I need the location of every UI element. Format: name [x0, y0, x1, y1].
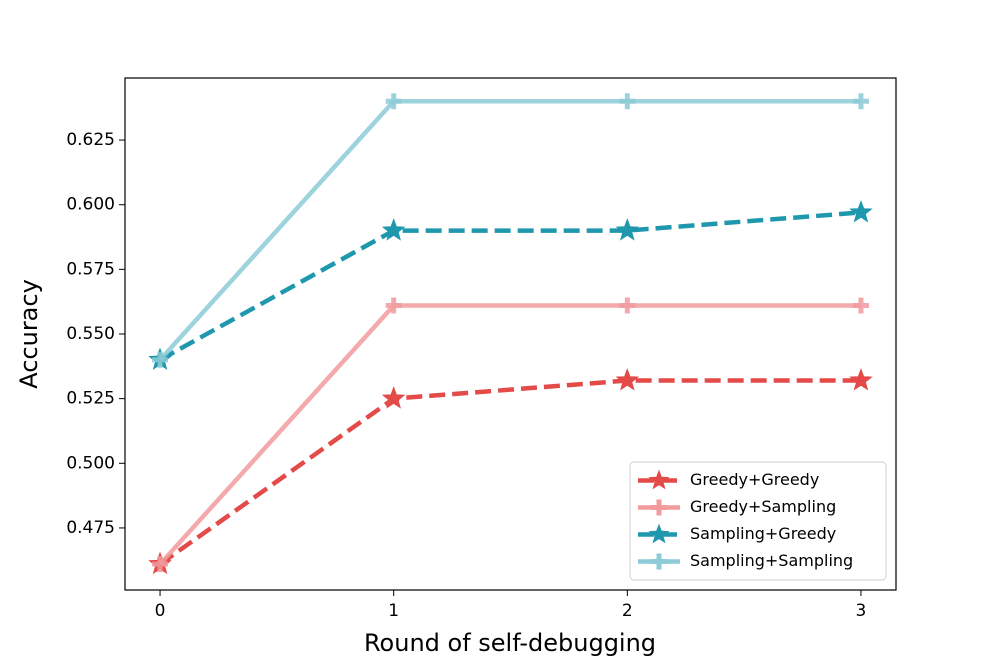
y-tick-label: 0.500: [66, 453, 115, 473]
star-marker: [849, 200, 873, 223]
legend-label: Sampling+Greedy: [690, 524, 836, 543]
y-tick-label: 0.600: [66, 195, 115, 215]
star-marker: [381, 386, 406, 409]
y-tick-label: 0.525: [66, 389, 115, 409]
x-tick-label: 1: [388, 601, 399, 621]
plot-frame: [124, 77, 897, 591]
y-tick-label: 0.625: [66, 130, 115, 150]
x-axis-label: Round of self-debugging: [364, 629, 656, 657]
plus-marker: [619, 93, 636, 110]
series-line: [158, 210, 862, 362]
series: [152, 93, 869, 368]
legend-label: Greedy+Greedy: [690, 470, 819, 489]
plus-marker: [385, 297, 402, 314]
plus-marker: [152, 351, 169, 368]
plus-marker: [852, 93, 869, 110]
legend-marker: [651, 553, 667, 570]
legend-box: [629, 461, 887, 581]
series-line: [158, 99, 861, 362]
star-marker: [381, 218, 406, 241]
y-tick-label: 0.475: [66, 518, 115, 538]
star-marker: [849, 368, 873, 391]
star-marker: [615, 218, 640, 241]
series: [148, 200, 873, 370]
legend-marker: [648, 469, 670, 490]
plus-marker: [385, 93, 402, 110]
plus-marker: [852, 297, 869, 314]
y-tick-label: 0.575: [66, 259, 115, 279]
x-tick-label: 0: [155, 601, 166, 621]
legend-label: Greedy+Sampling: [690, 497, 836, 516]
plus-marker: [152, 556, 169, 573]
legend-label: Sampling+Sampling: [690, 551, 853, 570]
y-axis-label: Accuracy: [15, 279, 43, 389]
x-tick-label: 3: [856, 601, 867, 621]
series: [152, 297, 869, 573]
legend-marker: [651, 499, 667, 516]
plus-marker: [619, 297, 636, 314]
series-line: [158, 378, 861, 566]
series-line: [158, 303, 861, 566]
y-tick-label: 0.550: [66, 324, 115, 344]
x-tick-label: 2: [622, 601, 633, 621]
legend-marker: [648, 523, 670, 544]
star-marker: [615, 368, 640, 391]
